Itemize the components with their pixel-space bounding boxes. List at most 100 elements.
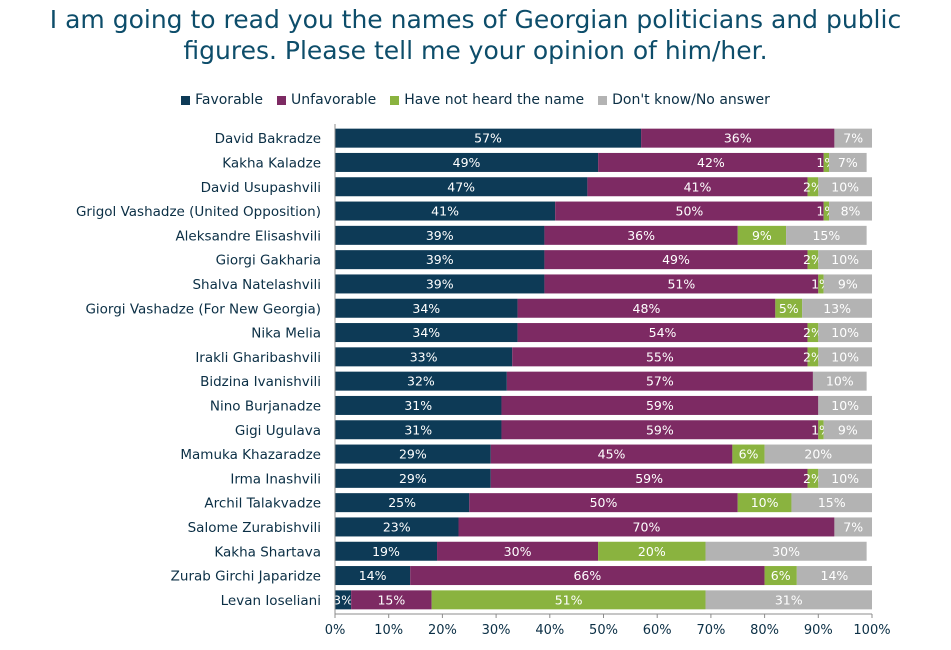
data-label: 10%: [831, 252, 859, 267]
data-label: 41%: [684, 179, 712, 194]
bar-segment: [829, 152, 867, 172]
data-label: 66%: [573, 568, 601, 583]
bar-segment: [335, 225, 545, 245]
bar-segment: [506, 371, 813, 391]
bar-segment: [458, 517, 835, 537]
bar-segment: [501, 395, 819, 415]
bar-segment: [490, 468, 808, 488]
bar-segment: [834, 517, 872, 537]
bar-segment: [335, 468, 491, 488]
bar-segment: [431, 590, 706, 610]
category-label: Nika Melia: [251, 326, 321, 342]
bar-segment: [555, 201, 824, 221]
data-label: 10%: [831, 398, 859, 413]
data-label: 29%: [399, 471, 427, 486]
data-label: 3%: [333, 592, 353, 607]
legend-item: Don't know/No answer: [598, 92, 770, 108]
bar-segment: [807, 177, 819, 197]
data-label: 10%: [831, 349, 859, 364]
data-label: 19%: [372, 544, 400, 559]
bar-segment: [796, 566, 872, 586]
data-label: 33%: [410, 349, 438, 364]
bar-segment: [829, 201, 872, 221]
bar-segment: [818, 420, 824, 440]
bar-segment: [517, 298, 776, 318]
x-tick-label: 80%: [750, 623, 779, 638]
bar-segment: [705, 590, 872, 610]
bar-segment: [335, 274, 545, 294]
data-label: 7%: [843, 519, 863, 534]
data-label: 48%: [633, 301, 661, 316]
data-label: 59%: [646, 422, 674, 437]
category-label: David Bakradze: [215, 131, 321, 147]
data-label: 9%: [752, 228, 772, 243]
data-label: 34%: [412, 325, 440, 340]
data-label: 70%: [633, 519, 661, 534]
data-label: 29%: [399, 447, 427, 462]
data-label: 8%: [841, 204, 861, 219]
bar-segment: [764, 444, 872, 464]
legend-item: Have not heard the name: [390, 92, 584, 108]
bar-segment: [335, 493, 470, 513]
bar-segment: [812, 371, 867, 391]
data-label: 25%: [388, 495, 416, 510]
legend-swatch: [598, 95, 608, 105]
data-label: 2%: [803, 252, 823, 267]
data-label: 49%: [453, 155, 481, 170]
bar-segment: [786, 225, 867, 245]
data-label: 23%: [383, 519, 411, 534]
bar-segment: [335, 371, 507, 391]
data-label: 32%: [407, 374, 435, 389]
bar-segment: [802, 298, 872, 318]
data-label: 13%: [823, 301, 851, 316]
legend-swatch: [390, 95, 400, 105]
bar-segment: [818, 177, 872, 197]
data-label: 9%: [838, 422, 858, 437]
bar-segment: [818, 274, 824, 294]
bar-segment: [335, 128, 642, 148]
data-label: 51%: [667, 276, 695, 291]
data-label: 2%: [803, 179, 823, 194]
x-tick-label: 20%: [428, 623, 457, 638]
data-label: 42%: [697, 155, 725, 170]
bar-segment: [517, 323, 808, 343]
category-label: Gigi Ugulava: [235, 423, 321, 439]
data-label: 45%: [598, 447, 626, 462]
category-label: Giorgi Vashadze (For New Georgia): [85, 301, 321, 317]
bar-segment: [410, 566, 765, 586]
chart-title: I am going to read you the names of Geor…: [0, 4, 951, 66]
data-label: 39%: [426, 228, 454, 243]
data-label: 47%: [447, 179, 475, 194]
x-tick-label: 10%: [374, 623, 403, 638]
data-label: 2%: [803, 349, 823, 364]
category-label: Grigol Vashadze (United Opposition): [76, 204, 321, 220]
data-label: 10%: [831, 325, 859, 340]
category-label: Levan Ioseliani: [221, 593, 321, 609]
data-label: 14%: [359, 568, 387, 583]
bar-segment: [335, 201, 556, 221]
data-label: 39%: [426, 252, 454, 267]
data-label: 15%: [377, 592, 405, 607]
data-label: 10%: [751, 495, 779, 510]
bar-segment: [791, 493, 872, 513]
data-label: 39%: [426, 276, 454, 291]
category-label: Irma Inashvili: [230, 471, 321, 487]
bar-segment: [823, 274, 872, 294]
legend-swatch: [277, 95, 287, 105]
data-label: 2%: [803, 325, 823, 340]
data-label: 10%: [831, 471, 859, 486]
bar-segment: [335, 250, 545, 270]
data-label: 14%: [821, 568, 849, 583]
category-label: Giorgi Gakharia: [216, 253, 321, 269]
legend-label: Have not heard the name: [404, 92, 585, 108]
x-tick-label: 100%: [853, 623, 890, 638]
data-label: 15%: [812, 228, 840, 243]
category-label: Kakha Shartava: [214, 544, 321, 560]
bar-segment: [732, 444, 765, 464]
data-label: 41%: [431, 204, 459, 219]
legend-item: Favorable: [181, 92, 263, 108]
data-label: 34%: [412, 301, 440, 316]
bar-segment: [598, 152, 824, 172]
data-label: 15%: [818, 495, 846, 510]
bar-segment: [335, 541, 438, 561]
